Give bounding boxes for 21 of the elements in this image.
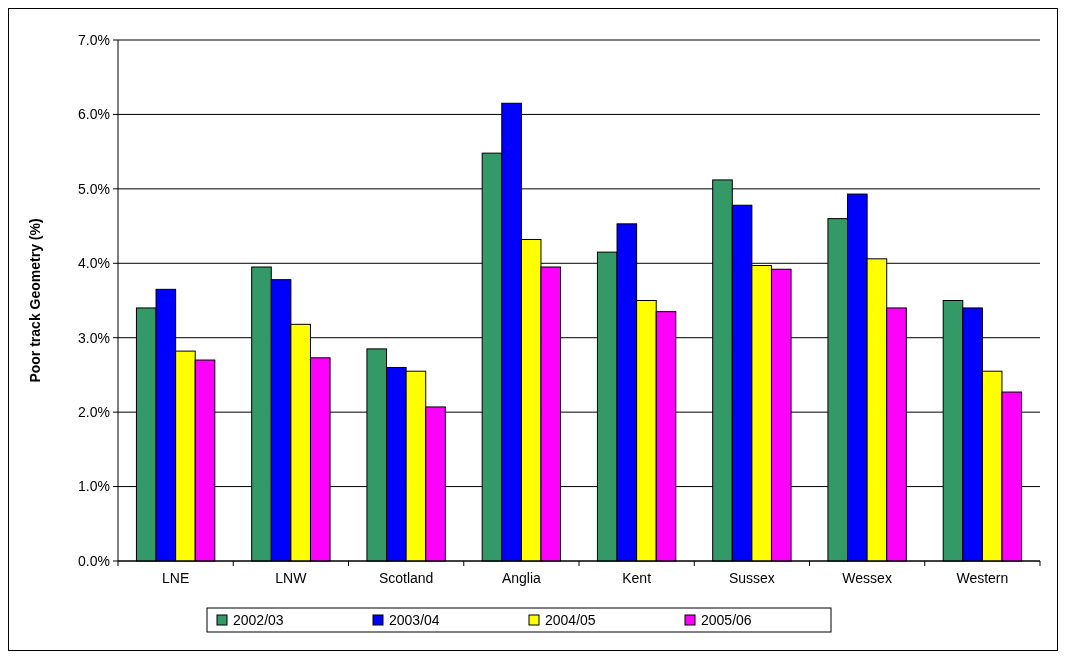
y-tick-label: 6.0% (78, 106, 110, 123)
y-tick-label: 5.0% (78, 180, 110, 197)
y-axis-title: Poor track Geometry (%) (27, 218, 43, 383)
x-tick-label: Western (956, 570, 1009, 586)
y-tick-label: 1.0% (78, 478, 110, 495)
x-tick-label: Scotland (378, 570, 434, 586)
legend-label: 2005/06 (701, 611, 752, 628)
x-tick-label: LNE (162, 570, 190, 586)
y-tick-label: 2.0% (78, 404, 110, 421)
y-tick-label: 3.0% (78, 329, 110, 346)
legend-label: 2002/03 (233, 611, 284, 628)
y-tick-label: 7.0% (78, 31, 110, 48)
x-tick-label: Kent (622, 570, 652, 586)
y-tick-label: 0.0% (78, 552, 110, 569)
x-tick-label: Sussex (728, 570, 775, 586)
y-tick-label: 4.0% (78, 255, 110, 272)
legend-label: 2003/04 (389, 611, 440, 628)
x-tick-label: LNW (275, 570, 308, 586)
legend-label: 2004/05 (545, 611, 596, 628)
x-tick-label: Wessex (842, 570, 892, 586)
x-tick-label: Anglia (501, 570, 542, 586)
